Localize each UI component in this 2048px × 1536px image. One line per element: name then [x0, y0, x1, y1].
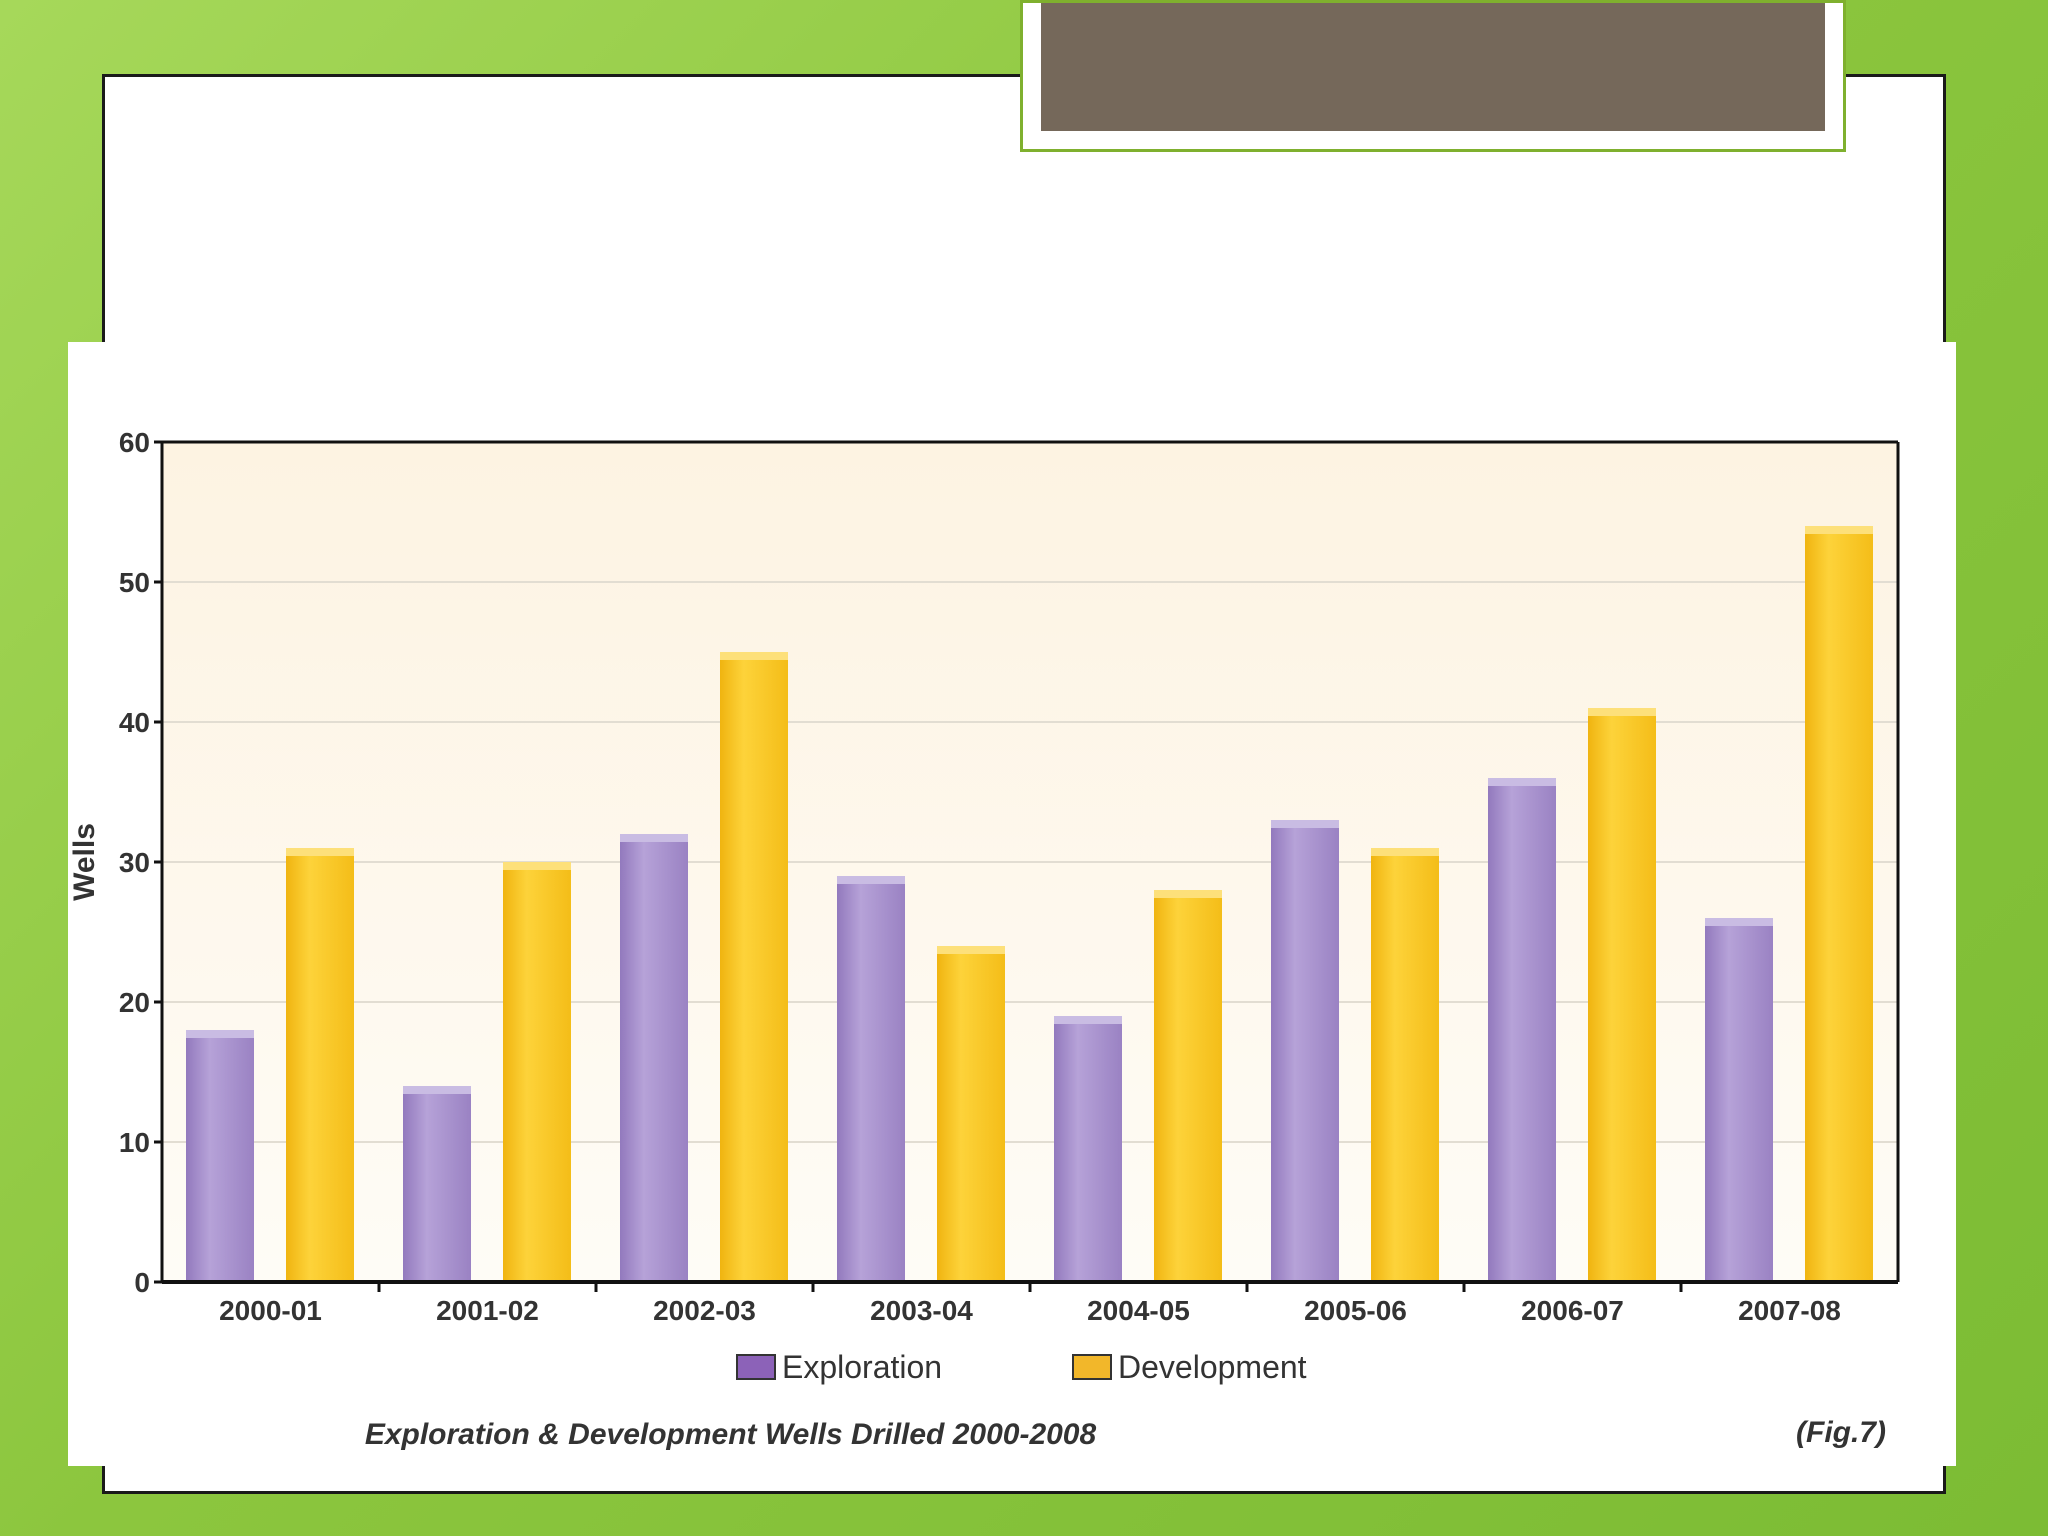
chart-caption: Exploration & Development Wells Drilled … — [364, 1418, 1097, 1451]
x-tick-labels: 2000-01 2001-02 2002-03 2003-04 2004-05 2005-… — [219, 1295, 1841, 1326]
y-tick-label: 10 — [119, 1127, 150, 1158]
title-bar — [1041, 3, 1825, 131]
bar-exploration — [1705, 918, 1773, 1282]
bar-exploration — [1488, 778, 1556, 1282]
legend-item-exploration: Exploration — [736, 1347, 942, 1387]
title-placeholder — [1020, 0, 1846, 152]
y-tick-labels: 0 10 20 30 40 50 60 — [119, 427, 150, 1298]
y-tick-label: 50 — [119, 567, 150, 598]
legend-label-development: Development — [1118, 1348, 1307, 1385]
x-tick-label: 2000-01 — [219, 1295, 322, 1326]
bar-development-cap — [1154, 890, 1222, 898]
bar-exploration-cap — [403, 1086, 471, 1094]
bar-exploration — [403, 1086, 471, 1282]
bar-development-cap — [1805, 526, 1873, 534]
figure-label: (Fig.7) — [1796, 1416, 1886, 1449]
bar-exploration — [186, 1030, 254, 1282]
y-tick-label: 40 — [119, 707, 150, 738]
bar-chart: 0 10 20 30 40 50 60 2000-01 2001-02 2002-03 2003-… — [68, 427, 1900, 1326]
bar-development-cap — [503, 862, 571, 870]
y-axis-label: Wells — [68, 823, 101, 901]
bar-exploration-cap — [620, 834, 688, 842]
bar-development — [286, 848, 354, 1282]
bar-development-cap — [286, 848, 354, 856]
bar-exploration-cap — [837, 876, 905, 884]
bar-development-cap — [937, 946, 1005, 954]
x-tick-label: 2003-04 — [870, 1295, 973, 1326]
y-tick-label: 30 — [119, 847, 150, 878]
legend: Exploration Development — [68, 1347, 1956, 1387]
x-tick-label: 2004-05 — [1087, 1295, 1190, 1326]
bar-exploration — [1271, 820, 1339, 1282]
bar-exploration-cap — [1488, 778, 1556, 786]
legend-swatch-exploration — [736, 1354, 776, 1380]
bar-development-cap — [1371, 848, 1439, 856]
y-tick-label: 0 — [134, 1267, 150, 1298]
bars — [186, 526, 1873, 1282]
bar-development — [1154, 890, 1222, 1282]
bar-exploration — [837, 876, 905, 1282]
x-tick-label: 2005-06 — [1304, 1295, 1407, 1326]
bar-exploration-cap — [186, 1030, 254, 1038]
bar-exploration — [620, 834, 688, 1282]
x-tick-label: 2007-08 — [1738, 1295, 1841, 1326]
bar-development — [503, 862, 571, 1282]
y-tick-label: 20 — [119, 987, 150, 1018]
y-tick-label: 60 — [119, 427, 150, 458]
legend-swatch-development — [1072, 1354, 1112, 1380]
x-tick-label: 2002-03 — [653, 1295, 756, 1326]
x-tick-label: 2001-02 — [436, 1295, 539, 1326]
bar-exploration-cap — [1705, 918, 1773, 926]
x-tick-label: 2006-07 — [1521, 1295, 1624, 1326]
bar-development — [1371, 848, 1439, 1282]
bar-development — [720, 652, 788, 1282]
bar-exploration-cap — [1271, 820, 1339, 828]
bar-exploration-cap — [1054, 1016, 1122, 1024]
legend-item-development: Development — [1072, 1347, 1307, 1387]
chart-panel: 0 10 20 30 40 50 60 2000-01 2001-02 2002-03 2003-… — [68, 342, 1956, 1466]
bar-development — [937, 946, 1005, 1282]
bar-development-cap — [720, 652, 788, 660]
axes — [154, 440, 1900, 1292]
bar-development — [1805, 526, 1873, 1282]
bar-exploration — [1054, 1016, 1122, 1282]
bar-development — [1588, 708, 1656, 1282]
bar-development-cap — [1588, 708, 1656, 716]
legend-label-exploration: Exploration — [782, 1348, 943, 1385]
